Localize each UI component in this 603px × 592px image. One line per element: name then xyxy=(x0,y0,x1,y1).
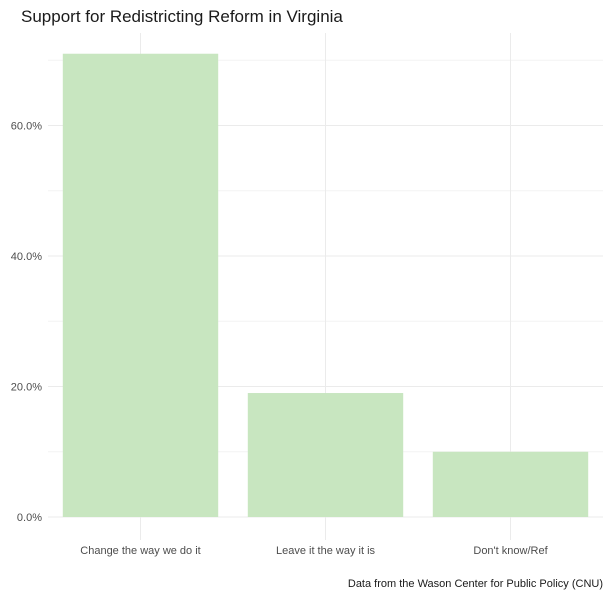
y-axis-ticks: 0.0% 20.0% 40.0% 60.0% xyxy=(11,121,42,525)
y-tick-label: 0.0% xyxy=(17,512,42,524)
bars xyxy=(62,53,589,517)
bar xyxy=(432,451,589,517)
y-tick-label: 40.0% xyxy=(11,251,42,263)
bar xyxy=(247,393,404,517)
x-tick-label: Change the way we do it xyxy=(80,545,200,557)
y-tick-label: 20.0% xyxy=(11,382,42,394)
y-tick-label: 60.0% xyxy=(11,121,42,133)
x-tick-label: Leave it the way it is xyxy=(276,545,376,557)
bar xyxy=(62,53,219,517)
x-axis-ticks: Change the way we do it Leave it the way … xyxy=(80,545,548,557)
x-tick-label: Don't know/Ref xyxy=(473,545,548,557)
chart-title: Support for Redistricting Reform in Virg… xyxy=(21,7,343,26)
chart-caption: Data from the Wason Center for Public Po… xyxy=(348,578,603,590)
